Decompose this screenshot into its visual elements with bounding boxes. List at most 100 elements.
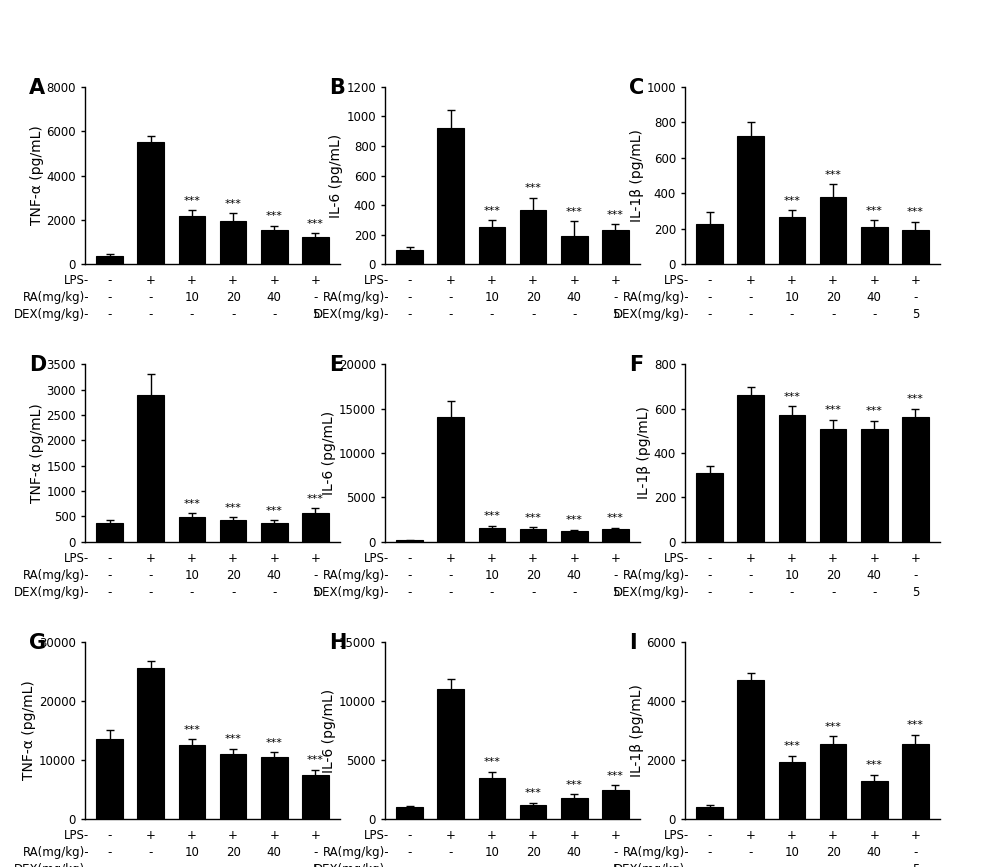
Text: 5: 5 bbox=[612, 864, 619, 867]
Text: 40: 40 bbox=[267, 291, 282, 304]
Text: ***: *** bbox=[607, 210, 624, 220]
Text: -: - bbox=[707, 291, 712, 304]
Text: +: + bbox=[746, 551, 756, 564]
Text: D: D bbox=[29, 355, 46, 375]
Text: -: - bbox=[407, 586, 412, 599]
Text: ***: *** bbox=[783, 392, 800, 402]
Text: ***: *** bbox=[825, 722, 842, 732]
Bar bbox=[261, 230, 288, 264]
Text: +: + bbox=[228, 551, 238, 564]
Text: ***: *** bbox=[607, 771, 624, 780]
Text: DEX(mg/kg)-: DEX(mg/kg)- bbox=[314, 864, 389, 867]
Text: +: + bbox=[446, 551, 456, 564]
Bar bbox=[696, 807, 723, 819]
Text: +: + bbox=[910, 274, 920, 287]
Bar bbox=[137, 394, 164, 542]
Text: LPS-: LPS- bbox=[64, 274, 89, 287]
Bar bbox=[96, 523, 123, 542]
Bar bbox=[561, 237, 588, 264]
Text: ***: *** bbox=[483, 205, 500, 216]
Text: -: - bbox=[749, 586, 753, 599]
Text: 10: 10 bbox=[184, 569, 199, 582]
Bar bbox=[302, 775, 329, 819]
Text: ***: *** bbox=[266, 738, 283, 748]
Bar bbox=[437, 128, 464, 264]
Text: 10: 10 bbox=[784, 291, 799, 304]
Text: 20: 20 bbox=[526, 569, 541, 582]
Text: ***: *** bbox=[307, 755, 324, 765]
Text: 5: 5 bbox=[912, 309, 919, 322]
Text: H: H bbox=[329, 633, 346, 653]
Text: ***: *** bbox=[607, 513, 624, 523]
Bar bbox=[179, 216, 205, 264]
Text: 20: 20 bbox=[226, 291, 241, 304]
Bar bbox=[820, 428, 846, 542]
Text: 5: 5 bbox=[612, 309, 619, 322]
Text: ***: *** bbox=[525, 512, 542, 523]
Text: -: - bbox=[107, 309, 112, 322]
Text: -: - bbox=[749, 569, 753, 582]
Text: +: + bbox=[310, 829, 320, 842]
Text: -: - bbox=[107, 551, 112, 564]
Bar bbox=[220, 754, 246, 819]
Text: DEX(mg/kg)-: DEX(mg/kg)- bbox=[14, 586, 89, 599]
Text: +: + bbox=[787, 829, 797, 842]
Text: +: + bbox=[787, 551, 797, 564]
Text: 5: 5 bbox=[312, 309, 319, 322]
Text: ***: *** bbox=[266, 211, 283, 221]
Text: -: - bbox=[313, 569, 318, 582]
Text: -: - bbox=[190, 864, 194, 867]
Bar bbox=[602, 790, 629, 819]
Bar bbox=[479, 227, 505, 264]
Text: 5: 5 bbox=[312, 586, 319, 599]
Text: +: + bbox=[269, 829, 279, 842]
Text: E: E bbox=[329, 355, 343, 375]
Text: -: - bbox=[707, 309, 712, 322]
Text: 10: 10 bbox=[484, 291, 499, 304]
Text: -: - bbox=[272, 864, 276, 867]
Text: B: B bbox=[329, 78, 345, 98]
Text: ***: *** bbox=[525, 788, 542, 799]
Text: ***: *** bbox=[183, 196, 200, 205]
Y-axis label: IL-1β (pg/mL): IL-1β (pg/mL) bbox=[630, 684, 644, 777]
Text: -: - bbox=[149, 864, 153, 867]
Text: +: + bbox=[610, 829, 620, 842]
Text: -: - bbox=[449, 864, 453, 867]
Text: RA(mg/kg)-: RA(mg/kg)- bbox=[622, 291, 689, 304]
Text: -: - bbox=[272, 309, 276, 322]
Text: LPS-: LPS- bbox=[664, 829, 689, 842]
Text: 20: 20 bbox=[526, 846, 541, 859]
Text: +: + bbox=[910, 829, 920, 842]
Bar bbox=[302, 513, 329, 542]
Text: +: + bbox=[487, 829, 497, 842]
Text: +: + bbox=[569, 829, 579, 842]
Text: 5: 5 bbox=[312, 864, 319, 867]
Text: -: - bbox=[449, 291, 453, 304]
Text: DEX(mg/kg)-: DEX(mg/kg)- bbox=[314, 586, 389, 599]
Text: LPS-: LPS- bbox=[664, 274, 689, 287]
Text: 20: 20 bbox=[226, 569, 241, 582]
Bar bbox=[520, 210, 546, 264]
Text: -: - bbox=[531, 586, 535, 599]
Text: 40: 40 bbox=[867, 569, 882, 582]
Bar bbox=[396, 807, 423, 819]
Bar bbox=[602, 231, 629, 264]
Y-axis label: IL-6 (pg/mL): IL-6 (pg/mL) bbox=[329, 134, 343, 218]
Text: -: - bbox=[407, 274, 412, 287]
Text: -: - bbox=[107, 864, 112, 867]
Text: ***: *** bbox=[907, 720, 924, 730]
Text: 10: 10 bbox=[784, 569, 799, 582]
Text: -: - bbox=[107, 586, 112, 599]
Text: -: - bbox=[707, 569, 712, 582]
Text: RA(mg/kg)-: RA(mg/kg)- bbox=[622, 846, 689, 859]
Bar bbox=[220, 221, 246, 264]
Bar bbox=[602, 530, 629, 542]
Text: -: - bbox=[831, 586, 835, 599]
Bar bbox=[96, 740, 123, 819]
Bar bbox=[437, 689, 464, 819]
Y-axis label: IL-6 (pg/mL): IL-6 (pg/mL) bbox=[322, 688, 336, 772]
Text: -: - bbox=[490, 586, 494, 599]
Text: +: + bbox=[487, 274, 497, 287]
Text: DEX(mg/kg)-: DEX(mg/kg)- bbox=[614, 586, 689, 599]
Text: 10: 10 bbox=[484, 569, 499, 582]
